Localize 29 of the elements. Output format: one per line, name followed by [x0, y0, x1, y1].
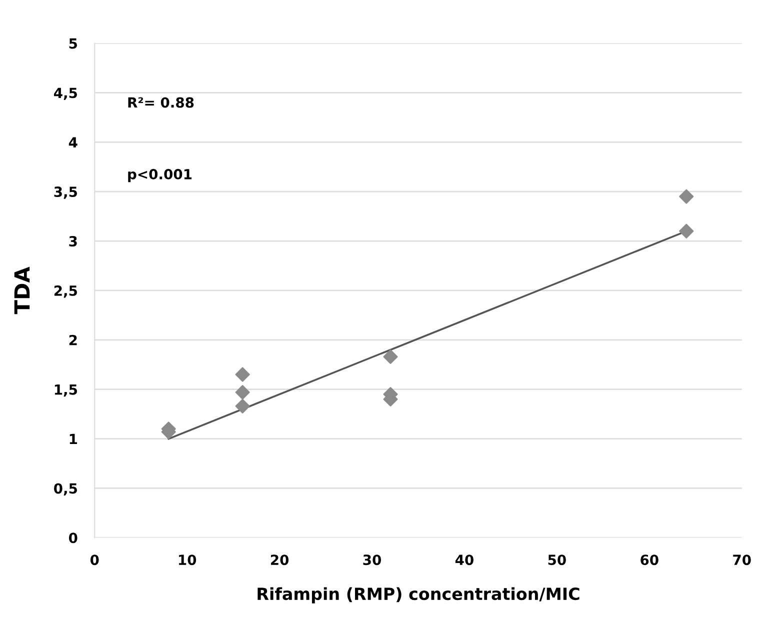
x-tick-label: 70 [733, 554, 751, 566]
point [235, 367, 250, 382]
point [235, 398, 250, 414]
annotation: R²= 0.88 [128, 97, 194, 108]
y-tick-label: 0 [68, 532, 78, 544]
y-tick-label: 3 [69, 236, 77, 246]
y-tick-label: 2 [69, 334, 77, 346]
y-tick-label: 1 [70, 434, 78, 444]
y-tick-label: 5 [69, 38, 77, 49]
x-tick-label: 30 [363, 554, 382, 566]
point [679, 224, 694, 238]
y-tick-label: 4 [68, 137, 78, 148]
point [383, 349, 398, 364]
x-tick-label: 60 [640, 554, 658, 566]
y-tick-label: 0,5 [54, 483, 77, 496]
y-tick-label: 1,5 [54, 384, 77, 397]
y-tick-label: 4,5 [54, 88, 77, 100]
x-tick-label: 40 [455, 554, 474, 566]
x-tick-label: 20 [270, 554, 289, 566]
x-tick-label: 10 [178, 554, 196, 566]
y-tick-label: 3,5 [54, 186, 77, 199]
point [235, 385, 250, 400]
y-axis-title: TDA [14, 266, 30, 314]
x-tick-label: 50 [548, 554, 566, 566]
point [679, 189, 694, 204]
annotation: p<0.001 [128, 168, 192, 182]
x-axis-title: Rifampin (RMP) concentration/MIC [258, 587, 580, 604]
y-tick-label: 2,5 [54, 285, 77, 298]
x-tick-label: 0 [90, 554, 99, 566]
